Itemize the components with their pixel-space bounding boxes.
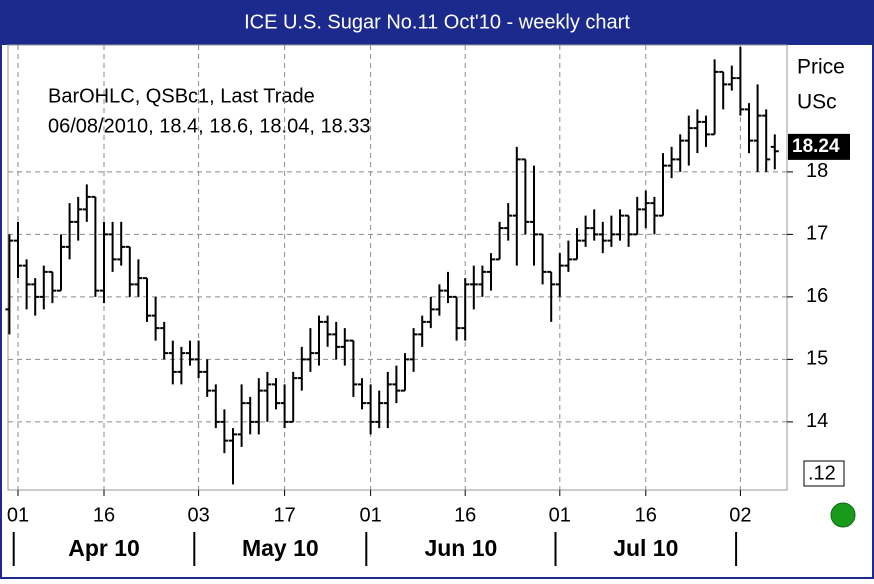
y-tick-label: 15 — [806, 348, 828, 370]
x-tick-label: 02 — [729, 504, 751, 526]
legend-line: 06/08/2010, 18.4, 18.6, 18.04, 18.33 — [48, 115, 371, 137]
bottom-label: .12 — [808, 462, 836, 484]
last-price-label: 18.24 — [792, 136, 840, 157]
month-label: Jun 10 — [424, 535, 497, 561]
x-tick-label: 16 — [454, 504, 476, 526]
x-tick-label: 01 — [7, 504, 29, 526]
month-label: Jul 10 — [613, 535, 678, 561]
bottom-label-box — [803, 460, 845, 487]
month-label: Apr 10 — [68, 535, 140, 561]
status-indicator — [830, 502, 856, 528]
y-tick-label: 16 — [806, 285, 828, 307]
x-tick-label: 03 — [187, 504, 209, 526]
last-price-box — [788, 133, 850, 160]
y-axis-label: USc — [797, 91, 837, 114]
month-label: May 10 — [242, 535, 319, 561]
y-tick-label: 18 — [806, 160, 828, 182]
x-tick-label: 17 — [273, 504, 295, 526]
x-tick-label: 01 — [549, 504, 571, 526]
x-tick-label: 01 — [359, 504, 381, 526]
x-tick-label: 16 — [635, 504, 657, 526]
y-axis-label: Price — [797, 56, 845, 79]
title-bar — [0, 0, 874, 45]
x-tick-label: 16 — [93, 504, 115, 526]
legend-line: BarOHLC, QSBc1, Last Trade — [48, 85, 315, 107]
y-tick-label: 14 — [806, 410, 828, 432]
y-tick-label: 17 — [806, 223, 828, 245]
chart-title: ICE U.S. Sugar No.11 Oct'10 - weekly cha… — [244, 11, 630, 33]
